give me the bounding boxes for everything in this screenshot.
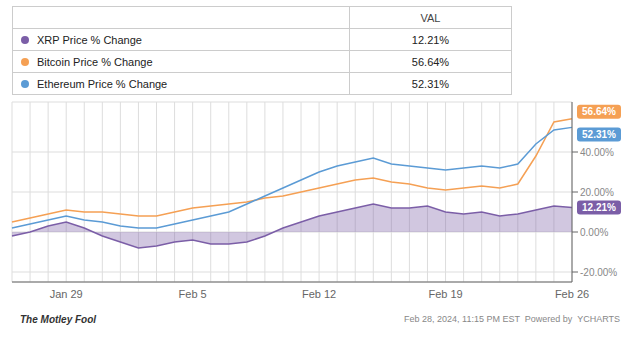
html-text:56.64%: 56.64% bbox=[411, 55, 450, 68]
html-text:XRP Price % Change: XRP Price % Change bbox=[37, 33, 142, 46]
svg-text:52.31%: 52.31% bbox=[582, 129, 616, 140]
html-text:12.21%: 12.21% bbox=[411, 33, 450, 46]
html-text:VAL: VAL bbox=[420, 11, 441, 24]
svg-text:Jan 29: Jan 29 bbox=[50, 288, 83, 300]
html-text:Bitcoin Price % Change: Bitcoin Price % Change bbox=[37, 55, 153, 68]
svg-text:0.00%: 0.00% bbox=[580, 227, 608, 238]
svg-text:40.00%: 40.00% bbox=[580, 147, 614, 158]
svg-text:Feb 5: Feb 5 bbox=[179, 288, 207, 300]
html-text:Feb 28, 2024, 11:15 PM EST Pow: Feb 28, 2024, 11:15 PM EST Powered by YC… bbox=[404, 314, 620, 324]
svg-text:56.64%: 56.64% bbox=[582, 106, 616, 117]
html-text:52.31%: 52.31% bbox=[411, 77, 450, 90]
svg-text:Feb 26: Feb 26 bbox=[555, 288, 589, 300]
svg-text:12.21%: 12.21% bbox=[582, 202, 616, 213]
html-text:The Motley Fool: The Motley Fool bbox=[20, 313, 97, 325]
html-text:Ethereum Price % Change: Ethereum Price % Change bbox=[37, 77, 168, 90]
svg-text:Feb 19: Feb 19 bbox=[428, 288, 462, 300]
svg-text:Feb 12: Feb 12 bbox=[302, 288, 336, 300]
svg-text:20.00%: 20.00% bbox=[580, 187, 614, 198]
svg-text:-20.00%: -20.00% bbox=[580, 267, 617, 278]
